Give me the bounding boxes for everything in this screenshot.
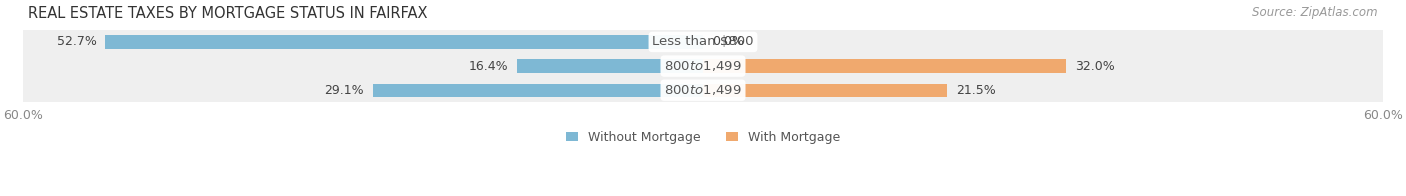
Bar (703, 83, 946, 97)
Legend: Without Mortgage, With Mortgage: Without Mortgage, With Mortgage (561, 126, 845, 149)
Text: Source: ZipAtlas.com: Source: ZipAtlas.com (1253, 6, 1378, 19)
Text: REAL ESTATE TAXES BY MORTGAGE STATUS IN FAIRFAX: REAL ESTATE TAXES BY MORTGAGE STATUS IN … (28, 6, 427, 21)
Text: 32.0%: 32.0% (1076, 60, 1115, 73)
Text: $800 to $1,499: $800 to $1,499 (664, 83, 742, 97)
Text: 52.7%: 52.7% (56, 35, 97, 48)
Bar (22, 78, 1384, 102)
Text: Less than $800: Less than $800 (652, 35, 754, 48)
Text: 21.5%: 21.5% (956, 84, 995, 97)
Bar (703, 59, 1066, 73)
Bar (22, 54, 1384, 78)
Text: 29.1%: 29.1% (325, 84, 364, 97)
Text: 0.0%: 0.0% (711, 35, 744, 48)
Bar (22, 30, 1384, 54)
Bar (373, 83, 703, 97)
Bar (517, 59, 703, 73)
Text: 16.4%: 16.4% (468, 60, 508, 73)
Text: $800 to $1,499: $800 to $1,499 (664, 59, 742, 73)
Bar (105, 35, 703, 49)
